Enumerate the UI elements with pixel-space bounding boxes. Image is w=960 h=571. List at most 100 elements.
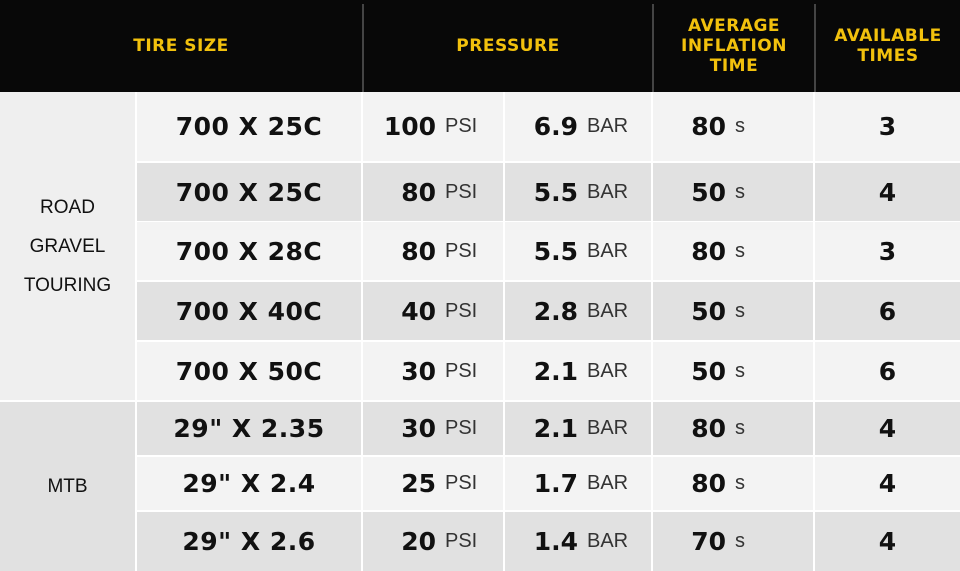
- column-divider: [361, 512, 363, 571]
- inflation-time-cell: 80 s: [653, 222, 813, 280]
- pressure-psi-cell: 80 PSI: [363, 222, 503, 280]
- time-value: 80: [691, 236, 726, 266]
- column-divider: [503, 457, 505, 510]
- table-row: 700 X 25C 100 PSI 6.9 BAR 80 s 3: [137, 92, 960, 161]
- header-tire-size: TIRE SIZE: [133, 36, 229, 56]
- column-divider: [503, 512, 505, 571]
- column-divider: [361, 163, 363, 221]
- bar-value: 2.1: [533, 356, 578, 386]
- table-row: 700 X 50C 30 PSI 2.1 BAR 50 s 6: [137, 342, 960, 400]
- pressure-bar-cell: 6.9 BAR: [505, 92, 651, 161]
- column-divider: [651, 282, 653, 340]
- psi-unit: PSI: [445, 530, 478, 552]
- psi-unit: PSI: [445, 115, 478, 137]
- column-divider: [361, 457, 363, 510]
- time-value: 50: [691, 356, 726, 386]
- bar-unit: BAR: [587, 530, 629, 552]
- inflation-time-cell: 80 s: [653, 457, 813, 510]
- inflation-time-cell: 50 s: [653, 282, 813, 340]
- table-row: 29" X 2.6 20 PSI 1.4 BAR 70 s 4: [137, 512, 960, 571]
- bar-value: 5.5: [533, 177, 578, 207]
- header-divider: [814, 4, 816, 92]
- column-divider: [813, 282, 815, 340]
- available-times-cell: 4: [878, 177, 897, 207]
- tire-size-cell: 29" X 2.35: [173, 414, 325, 443]
- header-available-times: AVAILABLE TIMES: [834, 26, 942, 66]
- inflation-time-cell: 80 s: [653, 402, 813, 455]
- psi-value: 30: [401, 356, 436, 386]
- available-times-cell: 3: [878, 112, 897, 141]
- time-unit: s: [735, 239, 745, 262]
- bar-unit: BAR: [587, 180, 629, 203]
- pressure-bar-cell: 2.1 BAR: [505, 402, 651, 455]
- available-times-cell: 4: [878, 469, 897, 498]
- bar-value: 5.5: [533, 236, 578, 266]
- pressure-bar-cell: 2.1 BAR: [505, 342, 651, 400]
- column-divider: [813, 222, 815, 280]
- column-divider: [503, 92, 505, 161]
- table-row: 29" X 2.4 25 PSI 1.7 BAR 80 s 4: [137, 457, 960, 510]
- available-times-cell: 6: [878, 356, 897, 386]
- inflation-time-cell: 70 s: [653, 512, 813, 571]
- pressure-psi-cell: 25 PSI: [363, 457, 503, 510]
- psi-value: 25: [401, 469, 436, 498]
- header-divider: [652, 4, 654, 92]
- available-times-cell: 4: [878, 414, 897, 443]
- bar-unit: BAR: [587, 472, 629, 494]
- category-road-gravel-touring: ROAD GRAVEL TOURING: [0, 92, 135, 400]
- column-divider: [813, 457, 815, 510]
- column-divider: [651, 342, 653, 400]
- pressure-psi-cell: 40 PSI: [363, 282, 503, 340]
- pressure-psi-cell: 30 PSI: [363, 342, 503, 400]
- available-times-cell: 4: [878, 527, 897, 556]
- column-divider: [813, 163, 815, 221]
- time-value: 80: [691, 112, 726, 141]
- table-header: TIRE SIZE PRESSURE AVERAGE INFLATION TIM…: [0, 0, 960, 92]
- time-unit: s: [735, 115, 745, 137]
- pressure-psi-cell: 30 PSI: [363, 402, 503, 455]
- available-times-cell: 3: [878, 236, 897, 266]
- pressure-bar-cell: 1.7 BAR: [505, 457, 651, 510]
- bar-value: 6.9: [533, 112, 578, 141]
- time-value: 50: [691, 296, 726, 326]
- column-divider: [503, 222, 505, 280]
- available-times-cell: 6: [878, 296, 897, 326]
- inflation-time-cell: 80 s: [653, 92, 813, 161]
- time-value: 70: [691, 527, 726, 556]
- column-divider: [651, 92, 653, 161]
- column-divider: [651, 402, 653, 455]
- column-divider: [503, 402, 505, 455]
- tire-size-cell: 700 X 25C: [175, 177, 323, 207]
- time-value: 80: [691, 414, 726, 443]
- header-divider: [362, 4, 364, 92]
- psi-unit: PSI: [445, 299, 478, 322]
- time-value: 80: [691, 469, 726, 498]
- category-mtb: MTB: [0, 402, 135, 571]
- column-divider: [361, 92, 363, 161]
- pressure-psi-cell: 80 PSI: [363, 163, 503, 221]
- psi-value: 80: [401, 236, 436, 266]
- pressure-bar-cell: 1.4 BAR: [505, 512, 651, 571]
- psi-value: 80: [401, 177, 436, 207]
- pressure-bar-cell: 5.5 BAR: [505, 222, 651, 280]
- column-divider: [503, 282, 505, 340]
- time-unit: s: [735, 530, 745, 552]
- column-divider: [361, 222, 363, 280]
- inflation-time-cell: 50 s: [653, 163, 813, 221]
- bar-unit: BAR: [587, 239, 629, 262]
- time-unit: s: [735, 180, 745, 203]
- column-divider: [503, 163, 505, 221]
- pressure-psi-cell: 100 PSI: [363, 92, 503, 161]
- psi-unit: PSI: [445, 417, 478, 439]
- psi-value: 20: [401, 527, 436, 556]
- bar-unit: BAR: [587, 417, 629, 439]
- time-unit: s: [735, 299, 745, 322]
- psi-unit: PSI: [445, 359, 478, 382]
- bar-value: 1.4: [533, 527, 578, 556]
- bar-unit: BAR: [587, 299, 629, 322]
- column-divider: [651, 512, 653, 571]
- column-divider: [813, 512, 815, 571]
- tire-size-cell: 700 X 50C: [175, 356, 323, 386]
- column-divider: [813, 342, 815, 400]
